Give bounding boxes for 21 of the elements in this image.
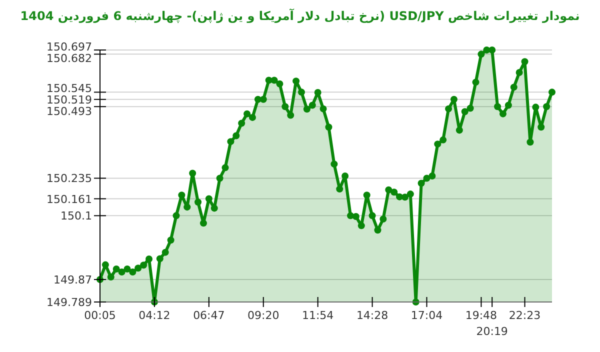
x-tick-label: 19:48 [465, 309, 498, 322]
y-tick-label: 149.789 [46, 296, 92, 309]
y-tick-label: 150.235 [46, 172, 92, 186]
x-tick-label: 22:23 [508, 309, 541, 322]
x-tick-label: 17:04 [410, 309, 443, 322]
y-tick-label: 150.545 [46, 82, 92, 95]
y-tick-label: 150.161 [46, 192, 92, 206]
y-tick-label: 150.519 [46, 93, 92, 106]
chart-title: نمودار تغییرات شاخص USD/JPY (نرخ تبادل دلار آمریکا و ین ژاپن)- چهارشنبه 6 فروردین 1404 [20, 8, 580, 23]
x-tick-label: 14:28 [356, 309, 388, 322]
x-tick-label: 09:20 [248, 309, 280, 322]
x-tick-label: 20:19 [476, 325, 508, 338]
y-tick-label: 150.493 [46, 104, 92, 118]
y-tick-label: 149.87 [54, 274, 92, 287]
x-tick-label: 11:54 [302, 309, 334, 322]
x-tick-label: 00:05 [84, 309, 116, 322]
y-tick-label: 150.697 [46, 40, 92, 54]
x-tick-label: 04:12 [138, 309, 170, 322]
x-tick-label: 06:47 [193, 309, 225, 322]
y-tick-label: 150.682 [46, 52, 92, 65]
y-tick-label: 150.1 [60, 210, 92, 223]
